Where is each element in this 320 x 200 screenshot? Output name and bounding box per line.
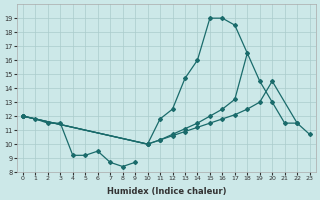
X-axis label: Humidex (Indice chaleur): Humidex (Indice chaleur): [107, 187, 226, 196]
